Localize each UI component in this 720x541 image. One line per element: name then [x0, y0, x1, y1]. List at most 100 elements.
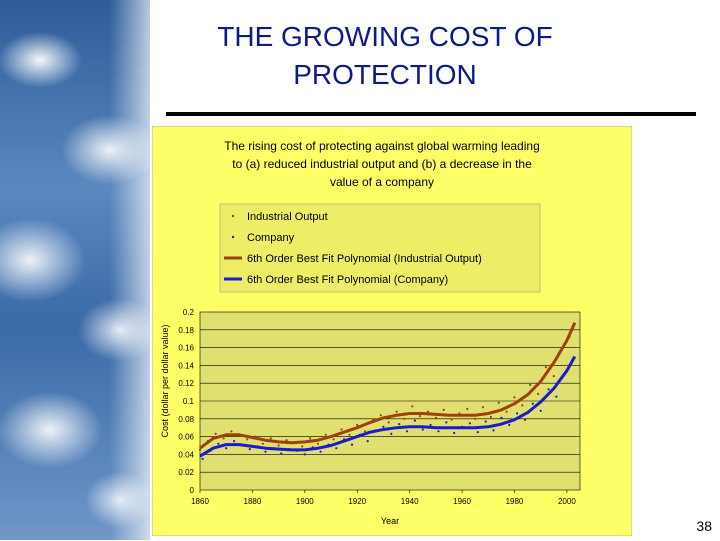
legend-label-4: 6th Order Best Fit Polynomial (Company) [247, 274, 448, 286]
data-point [253, 435, 257, 438]
data-point [240, 444, 243, 447]
data-point [555, 395, 558, 398]
chart-title-line: to (a) reduced industrial output and (b)… [232, 157, 532, 171]
data-point [316, 442, 319, 445]
legend-marker-2 [231, 235, 235, 239]
data-point [217, 442, 220, 445]
data-point [552, 375, 555, 378]
data-point [246, 438, 249, 441]
data-point [403, 417, 406, 420]
data-point [429, 423, 432, 427]
legend-box [219, 203, 541, 293]
data-point [206, 440, 209, 443]
data-point [453, 431, 456, 435]
data-point [256, 445, 259, 448]
data-point [248, 448, 251, 451]
data-point [209, 449, 212, 452]
data-point [539, 409, 542, 412]
y-tick-label: 0.16 [178, 344, 194, 353]
data-point [419, 415, 422, 418]
data-point [445, 421, 448, 424]
data-point [413, 419, 416, 422]
data-point [335, 447, 338, 450]
data-point [269, 437, 272, 440]
data-point [233, 440, 236, 443]
data-point [379, 414, 382, 417]
x-tick-label: 1940 [401, 497, 419, 506]
x-tick-label: 1960 [453, 497, 471, 506]
data-point [505, 410, 508, 413]
data-point [437, 430, 440, 433]
data-point [395, 410, 398, 413]
data-point [301, 445, 304, 448]
data-point [285, 439, 288, 442]
data-point [309, 437, 312, 440]
data-point [343, 438, 346, 441]
series-line-1 [199, 322, 577, 450]
series-line-2 [199, 355, 577, 458]
data-point [560, 348, 563, 351]
data-point [516, 412, 519, 415]
data-point [544, 366, 547, 369]
data-point [568, 335, 571, 338]
data-point [293, 441, 296, 444]
legend-label-3: 6th Order Best Fit Polynomial (Industria… [247, 253, 482, 265]
y-tick-label: 0.04 [178, 450, 194, 459]
data-point [523, 418, 527, 421]
data-point [497, 401, 500, 404]
data-point [398, 423, 401, 426]
legend-label-2: Company [247, 232, 295, 244]
data-point [387, 421, 390, 424]
y-tick-label: 0.12 [178, 379, 194, 388]
data-point [364, 430, 367, 433]
data-point [358, 433, 361, 436]
data-point [214, 432, 217, 435]
y-tick-label: 0.1 [183, 397, 195, 406]
data-point [327, 443, 330, 446]
data-point [484, 420, 487, 423]
data-point [521, 404, 524, 407]
data-point [261, 442, 264, 445]
y-tick-label: 0.2 [183, 308, 195, 317]
data-point [481, 406, 485, 409]
page-number: 38 [696, 518, 712, 534]
data-point [340, 428, 343, 431]
data-point [264, 450, 267, 453]
data-point [280, 452, 283, 455]
y-tick-label: 0.14 [178, 361, 194, 370]
data-point [537, 392, 540, 395]
y-tick-label: 0.18 [178, 326, 194, 335]
data-point [426, 410, 430, 413]
data-point [563, 373, 566, 376]
data-point [468, 422, 471, 425]
data-point [201, 457, 204, 460]
data-point [277, 444, 280, 447]
data-point [531, 402, 534, 405]
data-point [571, 359, 574, 363]
data-point [421, 428, 424, 431]
slide-title-line1: THE GROWING COST OF [217, 21, 553, 52]
data-point [288, 448, 291, 451]
legend-label-1: Industrial Output [247, 211, 328, 223]
data-point [222, 437, 225, 440]
y-tick-label: 0 [190, 486, 195, 495]
x-tick-label: 1980 [506, 497, 524, 506]
slide-title-line2: PROTECTION [293, 59, 477, 90]
y-tick-label: 0.06 [178, 433, 194, 442]
data-point [374, 429, 377, 432]
data-point [311, 446, 314, 449]
x-tick-label: 1880 [244, 497, 262, 506]
data-point [508, 423, 511, 427]
data-point [366, 440, 369, 443]
chart-title-line: The rising cost of protecting against gl… [224, 139, 540, 153]
x-tick-label: 1860 [191, 497, 209, 506]
data-point [442, 408, 445, 411]
data-point [500, 416, 503, 419]
data-point [450, 418, 453, 421]
data-point [390, 432, 393, 435]
chart-svg: The rising cost of protecting against gl… [151, 125, 633, 537]
x-tick-label: 1900 [296, 497, 314, 506]
data-point [348, 433, 351, 436]
data-point [411, 405, 414, 408]
data-point [476, 431, 479, 434]
